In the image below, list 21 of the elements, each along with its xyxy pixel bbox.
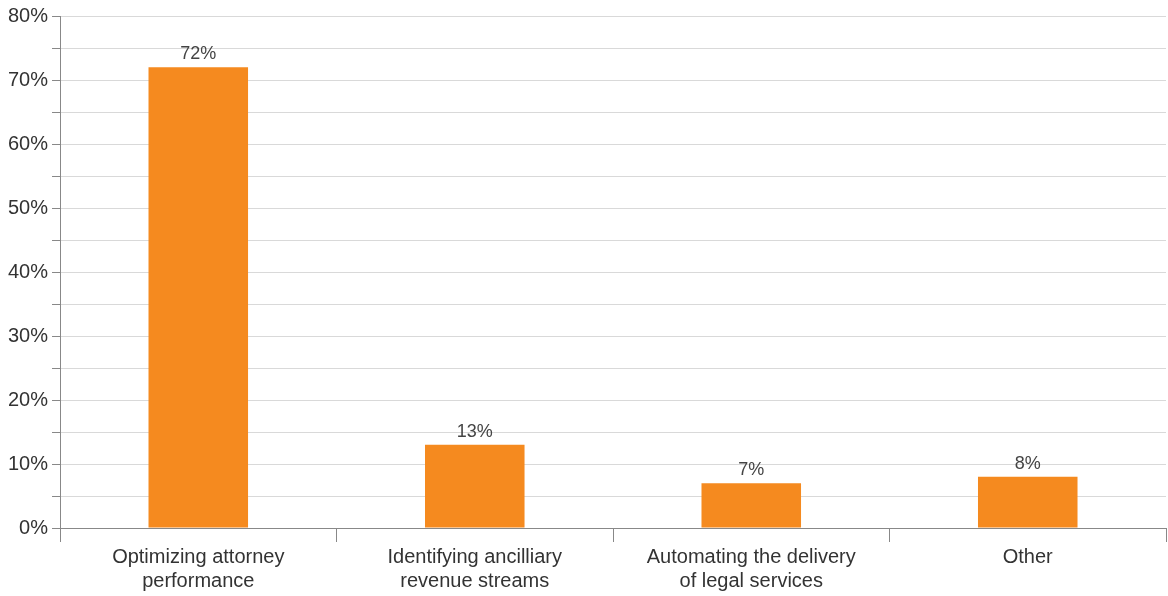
- bar: [977, 476, 1078, 528]
- y-tick-label: 70%: [8, 67, 49, 90]
- y-tick-label: 10%: [8, 451, 49, 474]
- y-tick-label: 40%: [8, 259, 49, 282]
- x-tick-label: Identifying ancilliary revenue streams: [387, 544, 563, 591]
- bar: [701, 483, 802, 528]
- y-tick-label: 30%: [8, 323, 49, 346]
- bar: [148, 67, 249, 528]
- data-label: 7%: [738, 459, 765, 480]
- x-tick-label: Automating the delivery of legal services: [646, 544, 856, 591]
- data-label: 72%: [180, 43, 217, 64]
- y-tick-label: 50%: [8, 195, 49, 218]
- data-label: 13%: [456, 420, 493, 441]
- y-tick-label: 0%: [19, 515, 49, 538]
- bar: [425, 444, 525, 528]
- x-tick-label: Other: [1002, 544, 1054, 567]
- y-tick-label: 20%: [8, 387, 49, 410]
- x-tick-label: Optimizing attorney performance: [112, 544, 285, 591]
- data-label: 8%: [1014, 452, 1041, 473]
- y-tick-label: 80%: [8, 3, 49, 26]
- y-tick-label: 60%: [8, 131, 49, 154]
